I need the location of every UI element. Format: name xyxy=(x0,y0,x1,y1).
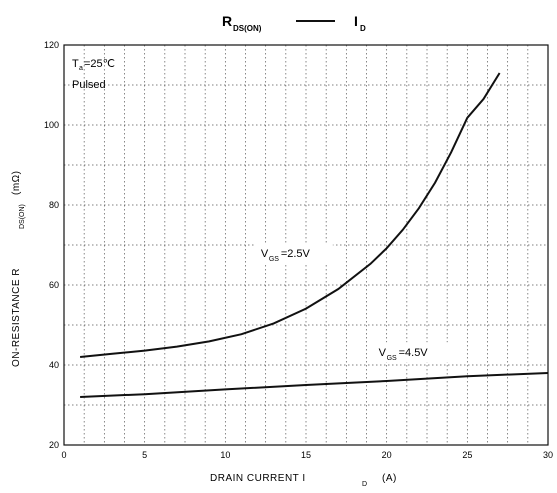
x-axis-label: DRAIN CURRENT I D (A) xyxy=(210,473,397,488)
title-i: I xyxy=(354,13,358,29)
ta-subscript: a xyxy=(79,65,83,72)
conditions-annotation: T a =25℃ Pulsed xyxy=(72,58,115,91)
series-label-2: V GS =4.5V xyxy=(372,342,451,363)
x-tick-label: 30 xyxy=(543,450,553,460)
series-label-1: V GS =2.5V xyxy=(254,243,333,263)
ta-value: =25℃ xyxy=(84,58,115,70)
series: V GS =2.5VV GS =4.5V xyxy=(80,72,549,398)
x-tick-label: 20 xyxy=(382,450,392,460)
series-label-v: V xyxy=(261,248,269,260)
y-tick-label: 20 xyxy=(49,440,59,450)
y-tick-label: 40 xyxy=(49,360,59,370)
y-axis-label: ON-RESISTANCE R DS(ON) (mΩ) xyxy=(11,171,26,367)
series-label-value: =4.5V xyxy=(399,347,429,359)
tick-labels: 0 5 10 15 20 25 30 20 40 60 80 100 120 xyxy=(44,40,553,460)
series-line-1 xyxy=(80,72,501,358)
y-axis-label-main: ON-RESISTANCE R xyxy=(11,268,22,367)
title-r: R xyxy=(222,13,232,29)
y-axis-label-unit: (mΩ) xyxy=(11,171,22,195)
pulsed-label: Pulsed xyxy=(72,79,106,91)
plot-frame xyxy=(63,44,549,446)
series-label-v: V xyxy=(379,347,387,359)
title-i-subscript: D xyxy=(360,24,366,33)
x-tick-label: 0 xyxy=(61,450,66,460)
x-axis-label-main: DRAIN CURRENT I xyxy=(210,473,306,484)
x-tick-label: 5 xyxy=(142,450,147,460)
series-label-subscript: GS xyxy=(269,256,279,263)
series-label-subscript: GS xyxy=(387,355,397,362)
x-axis-label-subscript: D xyxy=(362,481,367,488)
x-tick-label: 15 xyxy=(301,450,311,460)
y-axis-label-subscript: DS(ON) xyxy=(19,204,26,229)
x-tick-label: 25 xyxy=(462,450,472,460)
chart-title: R DS(ON) I D xyxy=(222,13,366,33)
y-tick-label: 100 xyxy=(44,120,59,130)
series-line-2 xyxy=(80,372,549,398)
y-tick-label: 60 xyxy=(49,280,59,290)
y-tick-label: 80 xyxy=(49,200,59,210)
series-label-backing xyxy=(254,243,333,263)
series-label-backing xyxy=(372,342,451,363)
title-r-subscript: DS(ON) xyxy=(233,24,262,33)
x-tick-label: 10 xyxy=(220,450,230,460)
y-tick-label: 120 xyxy=(44,40,59,50)
x-axis-label-unit: (A) xyxy=(382,473,397,484)
series-label-value: =2.5V xyxy=(281,248,311,260)
ta-label: T xyxy=(72,58,79,70)
